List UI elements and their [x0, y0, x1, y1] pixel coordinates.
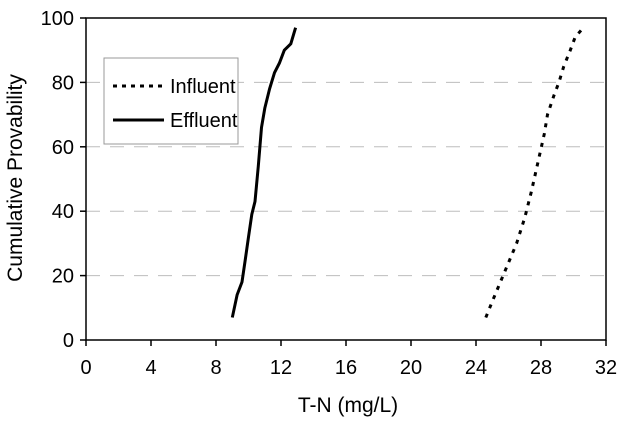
x-tick-label: 4 [145, 357, 156, 379]
y-tick-label: 40 [52, 201, 74, 223]
legend-label-influent: Influent [170, 76, 236, 98]
y-tick-label: 80 [52, 72, 74, 94]
legend: Influent Effluent [103, 57, 239, 145]
x-tick-labels: 0 4 8 12 16 20 24 28 32 [80, 340, 617, 379]
y-tick-label: 100 [41, 8, 74, 30]
x-tick-label: 0 [80, 357, 91, 379]
series-layer [230, 26, 585, 319]
x-tick-label: 32 [595, 357, 617, 379]
series-line-influent [484, 26, 585, 319]
legend-box [103, 57, 239, 145]
x-tick-label: 8 [210, 357, 221, 379]
legend-label-effluent: Effluent [170, 110, 238, 132]
x-tick-label: 12 [270, 357, 292, 379]
y-tick-label: 20 [52, 266, 74, 288]
y-tick-label: 60 [52, 137, 74, 159]
y-tick-labels: 0 20 40 60 80 100 [41, 8, 86, 352]
x-tick-label: 20 [400, 357, 422, 379]
series-line-effluent [230, 27, 298, 318]
y-tick-label: 0 [63, 330, 74, 352]
x-tick-label: 24 [465, 357, 487, 379]
grid-lines [86, 81, 606, 277]
x-tick-label: 16 [335, 357, 357, 379]
x-axis-title: T-N (mg/L) [298, 394, 398, 417]
x-tick-label: 28 [530, 357, 552, 379]
y-axis-title: Cumulative Provability [4, 74, 27, 282]
